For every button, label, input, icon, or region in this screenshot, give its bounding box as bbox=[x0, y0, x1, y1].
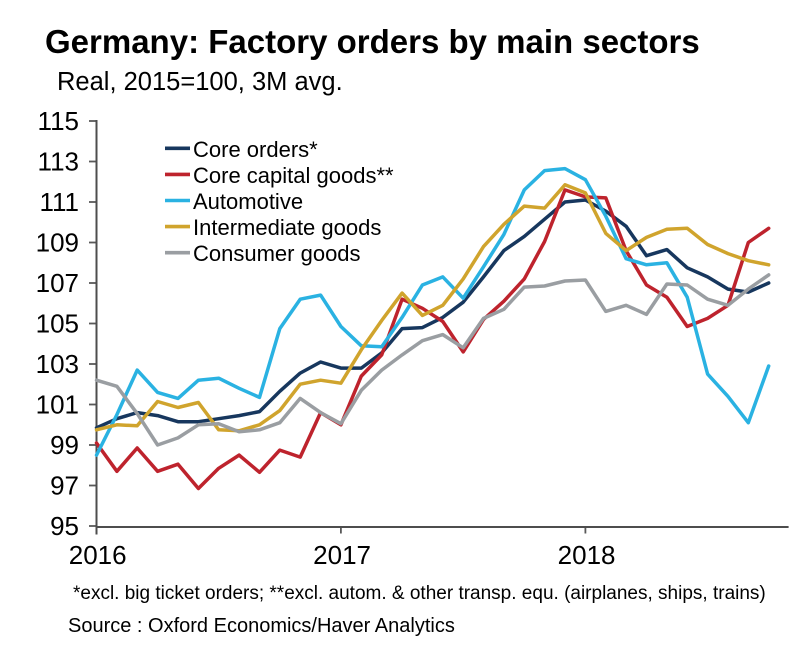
svg-text:99: 99 bbox=[50, 430, 79, 460]
svg-text:Consumer goods: Consumer goods bbox=[193, 241, 361, 266]
svg-text:97: 97 bbox=[50, 471, 79, 501]
svg-text:101: 101 bbox=[36, 390, 79, 420]
svg-text:95: 95 bbox=[50, 511, 79, 541]
svg-text:2017: 2017 bbox=[313, 540, 371, 570]
svg-text:Germany: Factory orders by mai: Germany: Factory orders by main sectors bbox=[45, 23, 700, 60]
svg-text:2016: 2016 bbox=[69, 540, 127, 570]
svg-text:103: 103 bbox=[36, 349, 79, 379]
svg-text:Core orders*: Core orders* bbox=[193, 137, 318, 162]
svg-text:2018: 2018 bbox=[558, 540, 616, 570]
svg-text:*excl. big ticket orders; **ex: *excl. big ticket orders; **excl. autom.… bbox=[73, 583, 766, 604]
svg-text:107: 107 bbox=[36, 268, 79, 298]
svg-text:Source : Oxford Economics/Have: Source : Oxford Economics/Haver Analytic… bbox=[68, 615, 455, 637]
svg-text:Core capital goods**: Core capital goods** bbox=[193, 163, 394, 188]
svg-text:109: 109 bbox=[36, 228, 79, 258]
svg-text:Real, 2015=100, 3M avg.: Real, 2015=100, 3M avg. bbox=[57, 68, 343, 96]
svg-text:Automotive: Automotive bbox=[193, 189, 303, 214]
svg-text:115: 115 bbox=[38, 106, 79, 136]
svg-text:111: 111 bbox=[39, 187, 79, 217]
svg-text:113: 113 bbox=[38, 147, 79, 177]
svg-text:Intermediate goods: Intermediate goods bbox=[193, 215, 381, 240]
svg-text:105: 105 bbox=[36, 309, 79, 339]
